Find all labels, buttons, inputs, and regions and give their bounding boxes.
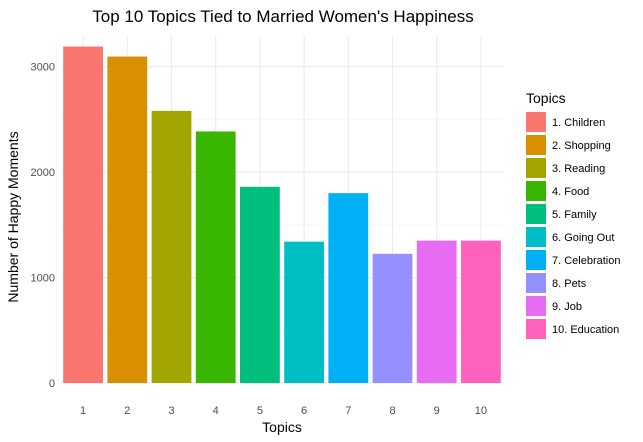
legend-label: 2. Shopping [552,140,611,152]
legend-key [526,135,546,155]
bar-4 [195,131,236,383]
y-tick-label: 0 [49,378,55,390]
y-axis-tick-labels: 0 1000 2000 3000 [31,62,55,390]
legend-key [526,112,546,132]
x-tick-label: 4 [213,405,219,417]
y-axis-title: Number of Happy Moments [5,131,21,302]
chart-title: Top 10 Topics Tied to Married Women's Ha… [92,7,474,26]
x-axis-title: Topics [262,419,302,435]
bar-3 [151,110,192,384]
x-tick-label: 5 [257,405,263,417]
bar-10 [461,240,501,383]
legend-label: 8. Pets [552,278,587,290]
legend-key [526,296,546,316]
plot-area [61,36,503,384]
x-axis-tick-labels: 1 2 3 4 5 6 7 8 9 10 [80,405,487,417]
bars [63,46,501,384]
x-tick-label: 7 [345,405,351,417]
legend: Topics 1. Children 2. Shopping 3. Reading 4… [526,90,621,339]
bar-2 [107,56,148,384]
x-tick-label: 3 [168,405,174,417]
x-tick-label: 8 [389,405,395,417]
legend-label: 1. Children [552,117,605,129]
bar-1 [63,46,103,383]
x-tick-label: 1 [80,405,86,417]
legend-label: 9. Job [552,301,582,313]
x-tick-label: 2 [124,405,130,417]
bar-9 [416,240,457,383]
legend-key [526,273,546,293]
legend-items: 1. Children 2. Shopping 3. Reading 4. Food 5… [526,112,621,339]
y-tick-label: 3000 [31,62,55,74]
bar-8 [372,253,413,383]
legend-key [526,227,546,247]
legend-key [526,181,546,201]
legend-label: 3. Reading [552,163,605,175]
x-tick-label: 10 [475,405,487,417]
x-tick-label: 9 [434,405,440,417]
y-tick-label: 2000 [31,167,55,179]
legend-label: 10. Education [552,324,619,336]
legend-label: 7. Celebration [552,255,621,267]
legend-key [526,158,546,178]
bar-7 [328,193,369,383]
y-tick-label: 1000 [31,273,55,285]
legend-key [526,204,546,224]
bar-5 [240,186,280,383]
legend-key [526,250,546,270]
x-tick-label: 6 [301,405,307,417]
legend-title: Topics [526,90,566,106]
legend-label: 6. Going Out [552,232,614,244]
legend-key [526,319,546,339]
legend-label: 5. Family [552,209,597,221]
legend-label: 4. Food [552,186,589,198]
bar-6 [284,241,324,383]
